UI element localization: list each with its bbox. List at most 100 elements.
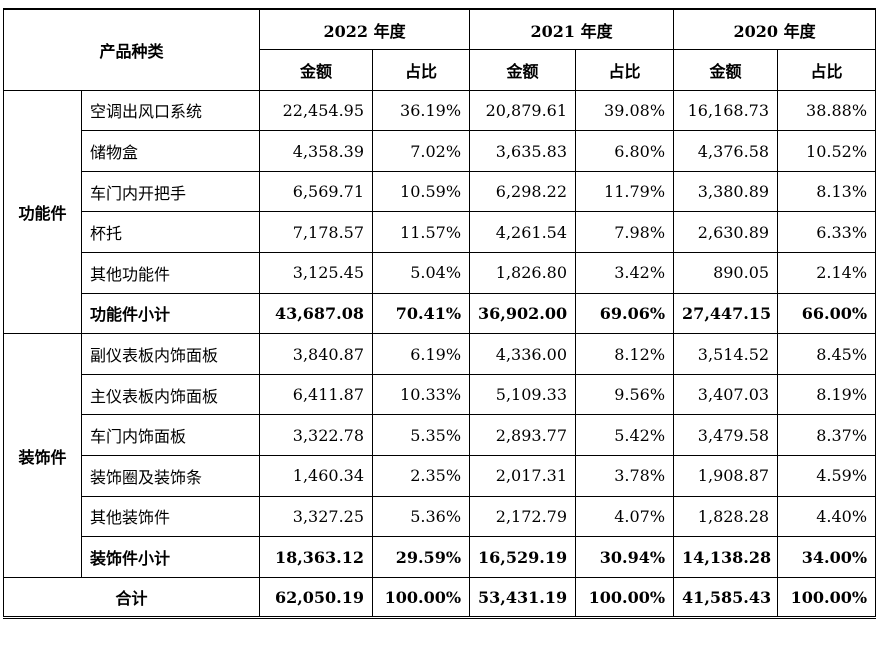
product-name: 空调出风口系统 [80, 89, 261, 132]
value-cell: 8.13% [777, 170, 877, 213]
subtotal-value: 69.06% [575, 292, 675, 335]
value-cell: 1,826.80 [469, 252, 577, 294]
value-cell: 5.35% [372, 414, 471, 457]
value-cell: 7,178.57 [259, 211, 374, 254]
value-cell: 3.78% [575, 455, 675, 497]
value-cell: 4,358.39 [259, 130, 374, 172]
table-row: 储物盒 4,358.39 7.02% 3,635.83 6.80% 4,376.… [4, 130, 877, 172]
value-cell: 8.45% [777, 333, 877, 375]
ratio-header: 占比 [777, 49, 877, 91]
value-cell: 1,908.87 [673, 455, 779, 497]
subtotal-value: 30.94% [575, 536, 675, 578]
value-cell: 39.08% [575, 89, 675, 132]
table-row: 功能件 空调出风口系统 22,454.95 36.19% 20,879.61 3… [3, 89, 877, 335]
year-header-2020: 2020 年度 [673, 8, 877, 51]
subtotal-value: 14,138.28 [673, 536, 779, 578]
value-cell: 16,168.73 [673, 89, 779, 132]
product-revenue-table: 产品种类 2022 年度 2021 年度 2020 年度 金额 占比 金额 占比… [2, 7, 877, 620]
value-cell: 4.40% [777, 495, 877, 538]
value-cell: 5.36% [372, 495, 471, 538]
value-cell: 4,261.54 [469, 211, 577, 254]
table-row: 装饰件 副仪表板内饰面板 3,840.87 6.19% 4,336.00 8.1… [3, 333, 877, 578]
value-cell: 6.33% [777, 211, 877, 254]
product-name: 车门内饰面板 [80, 414, 261, 457]
value-cell: 38.88% [777, 89, 877, 132]
header-row-years: 产品种类 2022 年度 2021 年度 2020 年度 [2, 7, 877, 91]
value-cell: 3,407.03 [673, 373, 779, 416]
value-cell: 3.42% [575, 252, 675, 294]
value-cell: 8.19% [777, 373, 877, 416]
value-cell: 7.02% [372, 130, 471, 172]
amount-header: 金额 [469, 49, 577, 91]
value-cell: 10.59% [372, 170, 471, 213]
value-cell: 2,172.79 [469, 495, 577, 538]
product-type-header: 产品种类 [2, 7, 261, 91]
total-row: 合计 62,050.19 100.00% 53,431.19 100.00% 4… [2, 576, 877, 620]
subtotal-value: 36,902.00 [469, 292, 577, 335]
value-cell: 10.33% [372, 373, 471, 416]
product-name: 副仪表板内饰面板 [80, 333, 261, 375]
value-cell: 4,336.00 [469, 333, 577, 375]
total-name: 合计 [2, 576, 261, 620]
value-cell: 3,514.52 [673, 333, 779, 375]
value-cell: 3,322.78 [259, 414, 374, 457]
subtotal-value: 29.59% [372, 536, 471, 578]
value-cell: 6,411.87 [259, 373, 374, 416]
header-row-columns: 金额 占比 金额 占比 金额 占比 [4, 49, 877, 91]
total-value: 100.00% [372, 576, 471, 620]
table-row: 杯托 7,178.57 11.57% 4,261.54 7.98% 2,630.… [4, 211, 877, 254]
value-cell: 1,828.28 [673, 495, 779, 538]
table-row: 车门内开把手 6,569.71 10.59% 6,298.22 11.79% 3… [4, 170, 877, 213]
subtotal-value: 66.00% [777, 292, 877, 335]
year-header-2021: 2021 年度 [469, 8, 675, 51]
value-cell: 3,380.89 [673, 170, 779, 213]
subtotal-value: 70.41% [372, 292, 471, 335]
value-cell: 8.37% [777, 414, 877, 457]
value-cell: 3,125.45 [259, 252, 374, 294]
category-cell: 功能件 [3, 89, 82, 335]
value-cell: 2,893.77 [469, 414, 577, 457]
product-name: 主仪表板内饰面板 [80, 373, 261, 416]
value-cell: 1,460.34 [259, 455, 374, 497]
subtotal-value: 27,447.15 [673, 292, 779, 335]
revenue-table-container: 产品种类 2022 年度 2021 年度 2020 年度 金额 占比 金额 占比… [2, 7, 877, 620]
value-cell: 2,017.31 [469, 455, 577, 497]
value-cell: 2,630.89 [673, 211, 779, 254]
ratio-header: 占比 [575, 49, 675, 91]
value-cell: 10.52% [777, 130, 877, 172]
value-cell: 6,298.22 [469, 170, 577, 213]
value-cell: 7.98% [575, 211, 675, 254]
subtotal-value: 18,363.12 [259, 536, 374, 578]
total-value: 100.00% [575, 576, 675, 620]
subtotal-row: 功能件小计 43,687.08 70.41% 36,902.00 69.06% … [4, 292, 877, 335]
value-cell: 2.35% [372, 455, 471, 497]
value-cell: 22,454.95 [259, 89, 374, 132]
table-row: 主仪表板内饰面板 6,411.87 10.33% 5,109.33 9.56% … [4, 373, 877, 416]
table-row: 其他功能件 3,125.45 5.04% 1,826.80 3.42% 890.… [4, 252, 877, 294]
value-cell: 9.56% [575, 373, 675, 416]
value-cell: 3,840.87 [259, 333, 374, 375]
value-cell: 11.79% [575, 170, 675, 213]
value-cell: 4.07% [575, 495, 675, 538]
total-value: 62,050.19 [259, 576, 374, 620]
amount-header: 金额 [259, 49, 374, 91]
table-row: 装饰圈及装饰条 1,460.34 2.35% 2,017.31 3.78% 1,… [4, 455, 877, 497]
value-cell: 3,635.83 [469, 130, 577, 172]
value-cell: 3,479.58 [673, 414, 779, 457]
table-row: 车门内饰面板 3,322.78 5.35% 2,893.77 5.42% 3,4… [4, 414, 877, 457]
product-name: 储物盒 [80, 130, 261, 172]
product-name: 车门内开把手 [80, 170, 261, 213]
subtotal-value: 34.00% [777, 536, 877, 578]
value-cell: 6,569.71 [259, 170, 374, 213]
subtotal-name: 功能件小计 [80, 292, 261, 335]
subtotal-value: 43,687.08 [259, 292, 374, 335]
ratio-header: 占比 [372, 49, 471, 91]
value-cell: 4,376.58 [673, 130, 779, 172]
value-cell: 20,879.61 [469, 89, 577, 132]
total-value: 53,431.19 [469, 576, 577, 620]
value-cell: 3,327.25 [259, 495, 374, 538]
total-value: 41,585.43 [673, 576, 779, 620]
subtotal-name: 装饰件小计 [80, 536, 261, 578]
product-name: 装饰圈及装饰条 [80, 455, 261, 497]
value-cell: 5,109.33 [469, 373, 577, 416]
